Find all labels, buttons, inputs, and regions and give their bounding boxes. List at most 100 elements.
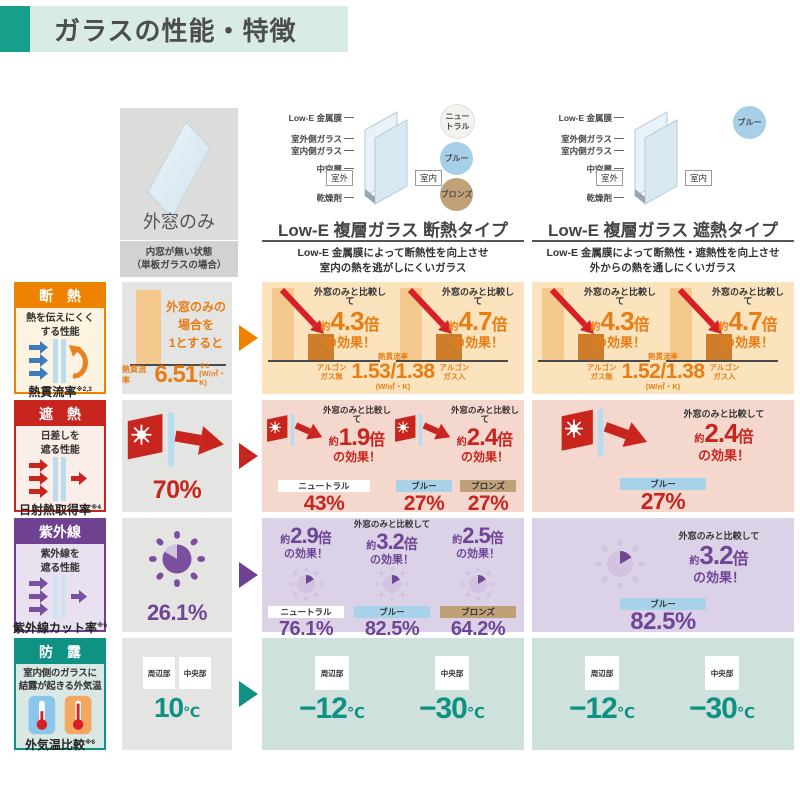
compare-text: 外窓のみと比較して (583, 287, 656, 307)
baseline (130, 364, 226, 366)
label-inner-glass: 室内側ガラス (532, 145, 624, 157)
row-heat-shield: 遮 熱 日差しを 遮る性能 日射熱取得率※4 (0, 400, 800, 517)
label-air-layer: 中空層 (532, 163, 624, 175)
right-arrow (239, 562, 258, 588)
uv-cut-value: 76.1% (278, 618, 334, 640)
row-title: 遮 熱 (16, 402, 104, 426)
argon-with: アルゴン ガス入 (709, 363, 740, 382)
factor-value: 2.4 (466, 423, 498, 451)
effect-factor: 外窓のみと比較して 約4.7倍 の効果！ (708, 287, 788, 351)
compare-text: 外窓のみと比較して (450, 405, 519, 424)
heat-shield-dannetsu-cell: 外窓のみと比較して 約1.9倍 の効果！ ニュートラル 43% 外窓のみと比較し… (262, 400, 524, 515)
row-label-heat-shield: 遮 熱 日差しを 遮る性能 日射熱取得率※4 (14, 400, 106, 517)
row-label-uv: 紫外線 紫外線を 遮る性能 紫外線カット率※5 (13, 518, 107, 635)
edge-temp: −12℃ (568, 692, 636, 725)
label-air-layer: 中空層 (262, 163, 354, 175)
uv-sun-icon (288, 566, 324, 602)
insulation-arrows-icon (27, 339, 93, 383)
uv-dannetsu-cell: 約2.9倍 の効果！ ニュートラル 76.1% 外窓のみと比較して 約3.2倍 (262, 518, 524, 640)
row-metric: 日射熱取得率 (19, 503, 92, 517)
divider (532, 240, 794, 242)
shgc-value: 27% (403, 492, 445, 515)
uv-sun-icon (460, 566, 496, 602)
result-bar (436, 334, 462, 360)
insulation-shanetsu-cell: 外窓のみと比較して 約4.3倍 の効果！ 外窓のみと比較して 約4.7倍 の効果… (532, 282, 794, 394)
effect-factor: 外窓のみと比較して 約2.4倍 の効果！ (450, 405, 519, 465)
shanetsu-title: Low-E 複層ガラス 遮熱タイプ (547, 221, 779, 240)
factor-value: 4.3 (330, 305, 364, 336)
compare-text: 外窓のみと比較して (683, 409, 765, 419)
comparison-group: 外窓のみと比較して 約3.2倍 の効果！ ブルー 82.5% (352, 520, 432, 640)
label-outer-glass: 室外側ガラス (262, 133, 354, 145)
label-desiccant: 乾燥剤 (532, 192, 624, 204)
effect-text: の効果！ (370, 553, 414, 566)
inside-tag: 室内 (685, 170, 713, 186)
u-value-label: 熱貫流率 (122, 365, 146, 385)
right-arrow (239, 443, 258, 469)
outside-tag: 室外 (326, 170, 354, 186)
heat-shield-outer-cell: 70% (122, 400, 232, 512)
factor-value: 2.4 (704, 418, 738, 449)
u-value-line: アルゴン ガス無 熱貫流率 1.52/1.38 (W/㎡・K) アルゴン ガス入 (532, 353, 794, 391)
factor-value: 1.9 (338, 423, 370, 451)
row-title: 紫外線 (16, 520, 104, 544)
bar-comparison: 外窓のみと比較して 約4.7倍 の効果！ (666, 287, 788, 366)
drop-arrow (549, 288, 594, 334)
chip-blue: ブルー (354, 606, 430, 618)
comparison-group: 約2.9倍 の効果！ ニュートラル 76.1% (266, 524, 346, 640)
sun-flag-icon (395, 414, 451, 447)
shanetsu-column-header: Low-E 金属膜 室外側ガラス 室内側ガラス 中空層 乾燥剤 室外 室内 ブル… (532, 100, 794, 280)
uv-outer-cell: 26.1% (122, 518, 232, 632)
row-metric-note: ※5 (97, 622, 107, 629)
sun-flag-icon (127, 412, 224, 467)
u-value-line: 熱貫流率 6.51 ※3 (W/㎡・K) (122, 361, 232, 389)
shanetsu-description: Low-E 金属膜によって断熱性・遮熱性を向上させ 外からの熱を通しにくいガラス (546, 247, 780, 275)
sun-flag-icon (267, 414, 323, 447)
double-glazing-illustration (634, 111, 678, 205)
bar-comparison: 外窓のみと比較して 約4.7倍 の効果！ (396, 287, 518, 366)
row-metric-note: ※4 (91, 504, 101, 511)
label-desiccant: 乾燥剤 (262, 192, 354, 204)
chip-blue: ブルー (620, 598, 706, 610)
bar-comparison: 外窓のみと比較して 約4.3倍 の効果！ (538, 287, 660, 366)
condensation-dannetsu-cell: 周辺部 −12℃ 中央部 −30℃ (262, 638, 524, 750)
condensation-shanetsu-cell: 周辺部 −12℃ 中央部 −30℃ (532, 638, 794, 750)
center-temp: −30℃ (688, 692, 756, 725)
outdoor-temp: 10℃ (153, 692, 201, 723)
edge-tag: 周辺部 (585, 656, 619, 690)
label-outer-glass: 室外側ガラス (532, 133, 624, 145)
reference-bar (272, 288, 294, 360)
sun-flag-icon (561, 408, 648, 458)
thermometer-icon (25, 694, 95, 736)
u-value: 6.51 (154, 361, 198, 388)
header-bar: ガラスの性能・特徴 (30, 6, 348, 52)
uv-arrows-icon (27, 575, 93, 619)
center-tag: 中央部 (705, 656, 739, 690)
drop-arrow (407, 288, 452, 334)
effect-text: の効果！ (451, 335, 504, 351)
label-lowe-film: Low-E 金属膜 (262, 112, 354, 124)
row-metric-note: ※6 (85, 738, 95, 746)
color-swatches: ブルー (733, 106, 766, 139)
argon-without: アルゴン ガス無 (316, 363, 347, 382)
chip-blue: ブルー (396, 480, 452, 492)
effect-text: の効果！ (460, 450, 509, 465)
row-metric: 紫外線カット率 (13, 621, 98, 635)
result-bar (578, 334, 604, 360)
effect-text: の効果！ (456, 547, 500, 560)
chip-neutral: ニュートラル (268, 606, 344, 618)
u-values: 1.53/1.38 (351, 360, 435, 384)
effect-factor: 外窓のみと比較して 約3.2倍 の効果！ (346, 520, 438, 566)
bar-comparison: 外窓のみと比較して 約4.3倍 の効果！ (268, 287, 390, 366)
compare-text: 外窓のみと比較して (711, 287, 784, 307)
argon-with: アルゴン ガス入 (439, 363, 470, 382)
comparison-group: 外窓のみと比較して 約1.9倍 の効果！ ニュートラル 43% (266, 404, 392, 515)
dannetsu-description: Low-E 金属膜によって断熱性を向上させ 室内の熱を逃がしにくいガラス (297, 247, 489, 275)
swatch-neutral: ニュー トラル (440, 104, 475, 139)
effect-text: の効果！ (721, 335, 774, 351)
u-value-unit: (W/㎡・K) (375, 382, 411, 392)
u-value-note: ※3 (199, 363, 210, 371)
effect-factor: 約2.9倍 の効果！ (266, 524, 346, 560)
drop-arrow (279, 288, 324, 334)
header-accent-square (0, 6, 30, 52)
